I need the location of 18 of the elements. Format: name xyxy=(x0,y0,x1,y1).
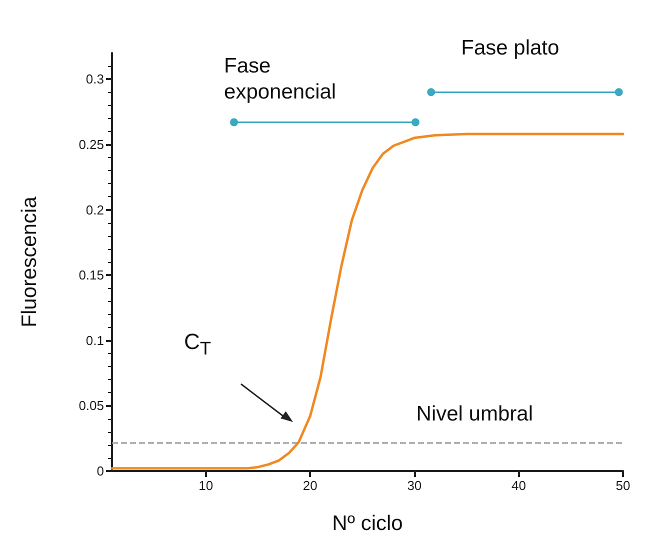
y-tick-label: 0.1 xyxy=(86,332,104,348)
series-label: Fase plato xyxy=(461,36,560,60)
y-tick-label: 0.3 xyxy=(86,72,104,87)
y-tick-label: 0.05 xyxy=(78,398,104,414)
y-tick-label: 0.2 xyxy=(86,202,104,218)
series-label: Fase exponencial xyxy=(224,54,336,104)
x-axis-title: Nº ciclo xyxy=(332,512,403,535)
x-tick-label: 10 xyxy=(198,478,214,493)
annotation: C$_{T}$ xyxy=(184,329,212,360)
x-tick-label: 30 xyxy=(407,478,422,493)
x-tick-label: 40 xyxy=(511,478,526,493)
x-tick-label: 20 xyxy=(302,478,318,493)
x-tick-label: 50 xyxy=(616,478,630,493)
y-axis-title: Fluorescencia xyxy=(18,196,41,328)
ref-line-label: Nivel umbral xyxy=(416,402,533,426)
y-tick-label: 0.25 xyxy=(78,136,104,152)
y-tick-label: 0.15 xyxy=(78,268,104,283)
y-tick-label: 0 xyxy=(96,464,104,478)
